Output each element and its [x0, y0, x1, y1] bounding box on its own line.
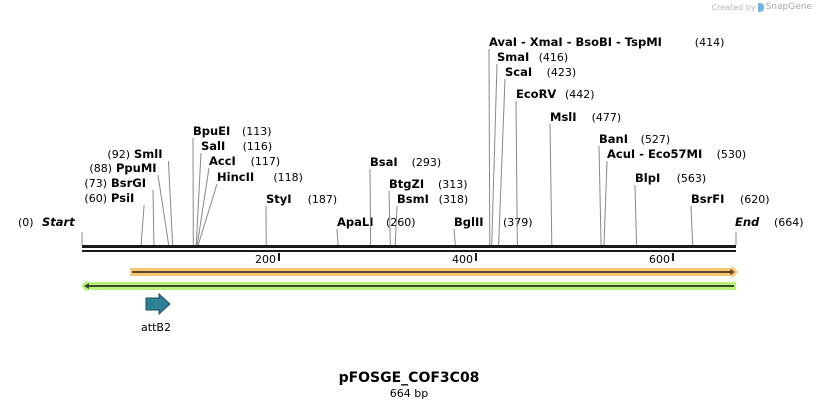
svg-text:(113): (113)	[242, 125, 272, 138]
svg-text:BlpI: BlpI	[635, 171, 660, 185]
snapgene-credit: Created by SnapGene	[712, 2, 812, 12]
attb2-feature[interactable]: attB2	[141, 292, 171, 334]
svg-text:(60): (60)	[84, 192, 107, 205]
credit-prefix: Created by	[711, 2, 756, 12]
svg-text:PpuMI: PpuMI	[116, 161, 157, 175]
restriction-site[interactable]: AcuI - Eco57MI (530)	[603, 147, 747, 246]
svg-text:(73): (73)	[84, 177, 107, 190]
svg-text:BsrFI: BsrFI	[691, 192, 724, 206]
svg-text:(414): (414)	[695, 36, 725, 49]
svg-text:BsrGI: BsrGI	[111, 176, 146, 190]
svg-text:(313): (313)	[438, 178, 468, 191]
svg-text:(664): (664)	[774, 216, 804, 229]
start-marker: (0) Start	[18, 215, 75, 229]
restriction-site[interactable]: BsmI (318)	[394, 192, 469, 246]
svg-text:(416): (416)	[539, 51, 569, 64]
restriction-site[interactable]: BsrFI (620)	[690, 192, 770, 246]
svg-text:BanI: BanI	[599, 132, 628, 146]
restriction-site[interactable]: ApaLI (260)	[336, 215, 416, 246]
snapgene-logo-icon	[757, 2, 764, 12]
svg-text:HincII: HincII	[217, 170, 254, 184]
svg-text:(88): (88)	[89, 162, 112, 175]
svg-text:(117): (117)	[251, 155, 281, 168]
restriction-site[interactable]: HincII (118)	[197, 170, 303, 246]
ruler-tick: 600	[649, 253, 674, 266]
restriction-site[interactable]: BanI (527)	[598, 132, 671, 246]
restriction-site[interactable]: SmaI (416)	[491, 50, 569, 246]
svg-text:(0): (0)	[18, 216, 34, 229]
svg-text:(527): (527)	[641, 133, 671, 146]
svg-text:End: End	[735, 215, 760, 229]
svg-text:(423): (423)	[547, 66, 577, 79]
svg-text:(116): (116)	[243, 140, 273, 153]
svg-text:MslI: MslI	[550, 110, 577, 124]
svg-text:(187): (187)	[308, 193, 338, 206]
svg-text:attB2: attB2	[141, 321, 171, 334]
plasmid-name: pFOSGE_COF3C08	[338, 370, 480, 386]
restriction-site[interactable]: StyI (187)	[265, 192, 338, 246]
svg-text:(260): (260)	[386, 216, 416, 229]
svg-text:BsmI: BsmI	[397, 192, 429, 206]
dna-backbone	[82, 245, 736, 252]
restriction-site[interactable]: AvaI - XmaI - BsoBI - TspMI (414)	[488, 35, 725, 246]
ruler: 200 400 600	[255, 253, 674, 266]
svg-text:(379): (379)	[503, 216, 533, 229]
restriction-site[interactable]: SalI (116)	[195, 139, 273, 246]
restriction-site[interactable]: BlpI (563)	[634, 171, 707, 246]
svg-text:(620): (620)	[740, 193, 770, 206]
restriction-site[interactable]: ScaI (423)	[498, 65, 577, 246]
svg-text:ApaLI: ApaLI	[337, 215, 374, 229]
svg-text:(530): (530)	[717, 148, 747, 161]
svg-text:StyI: StyI	[266, 192, 292, 206]
svg-text:(477): (477)	[592, 111, 622, 124]
svg-text:BtgZI: BtgZI	[389, 177, 424, 191]
plasmid-length: 664 bp	[389, 387, 429, 400]
svg-text:SmaI: SmaI	[497, 50, 529, 64]
restriction-site[interactable]: AccI (117)	[196, 154, 281, 246]
svg-text:AcuI - Eco57MI: AcuI - Eco57MI	[607, 147, 702, 161]
restriction-site[interactable]: (92) SmlI	[107, 147, 174, 246]
restriction-sites: (0) Start End (664) (60) PsiI (73) BsrGI(88) Ppu…	[18, 35, 804, 246]
svg-text:(293): (293)	[412, 156, 442, 169]
svg-text:BglII: BglII	[454, 215, 484, 229]
restriction-site[interactable]: BpuEI (113)	[192, 124, 272, 246]
restriction-site[interactable]: (73) BsrGI	[84, 176, 155, 246]
svg-text:EcoRV: EcoRV	[516, 87, 556, 101]
end-marker: End (664)	[735, 215, 804, 229]
ruler-tick: 400	[452, 253, 477, 266]
restriction-site[interactable]: EcoRV (442)	[515, 87, 595, 246]
restriction-site[interactable]: BsaI (293)	[369, 155, 442, 246]
green-feature[interactable]	[81, 280, 736, 292]
credit-brand: SnapGene	[765, 2, 812, 12]
restriction-site[interactable]: (60) PsiI	[84, 191, 145, 246]
features: attB2	[81, 266, 738, 334]
svg-text:(318): (318)	[439, 193, 469, 206]
restriction-site[interactable]: (88) PpuMI	[89, 161, 170, 246]
svg-text:PsiI: PsiI	[111, 191, 134, 205]
svg-text:400: 400	[452, 253, 473, 266]
svg-text:Start: Start	[42, 215, 75, 229]
svg-text:(92): (92)	[107, 148, 130, 161]
orange-feature[interactable]	[130, 266, 738, 278]
svg-text:200: 200	[255, 253, 276, 266]
svg-text:(118): (118)	[273, 171, 303, 184]
svg-text:BpuEI: BpuEI	[193, 124, 230, 138]
svg-text:AccI: AccI	[209, 154, 236, 168]
restriction-site[interactable]: MslI (477)	[549, 110, 622, 246]
restriction-site[interactable]: BtgZI (313)	[388, 177, 468, 246]
svg-text:(563): (563)	[677, 172, 707, 185]
svg-text:BsaI: BsaI	[370, 155, 398, 169]
svg-text:SmlI: SmlI	[134, 147, 163, 161]
svg-text:ScaI: ScaI	[505, 65, 532, 79]
svg-text:600: 600	[649, 253, 670, 266]
svg-text:AvaI - XmaI - BsoBI - TspMI: AvaI - XmaI - BsoBI - TspMI	[489, 35, 662, 49]
svg-text:SalI: SalI	[201, 139, 225, 153]
restriction-site[interactable]: BglII (379)	[453, 215, 533, 246]
ruler-tick: 200	[255, 253, 280, 266]
svg-text:(442): (442)	[565, 88, 595, 101]
